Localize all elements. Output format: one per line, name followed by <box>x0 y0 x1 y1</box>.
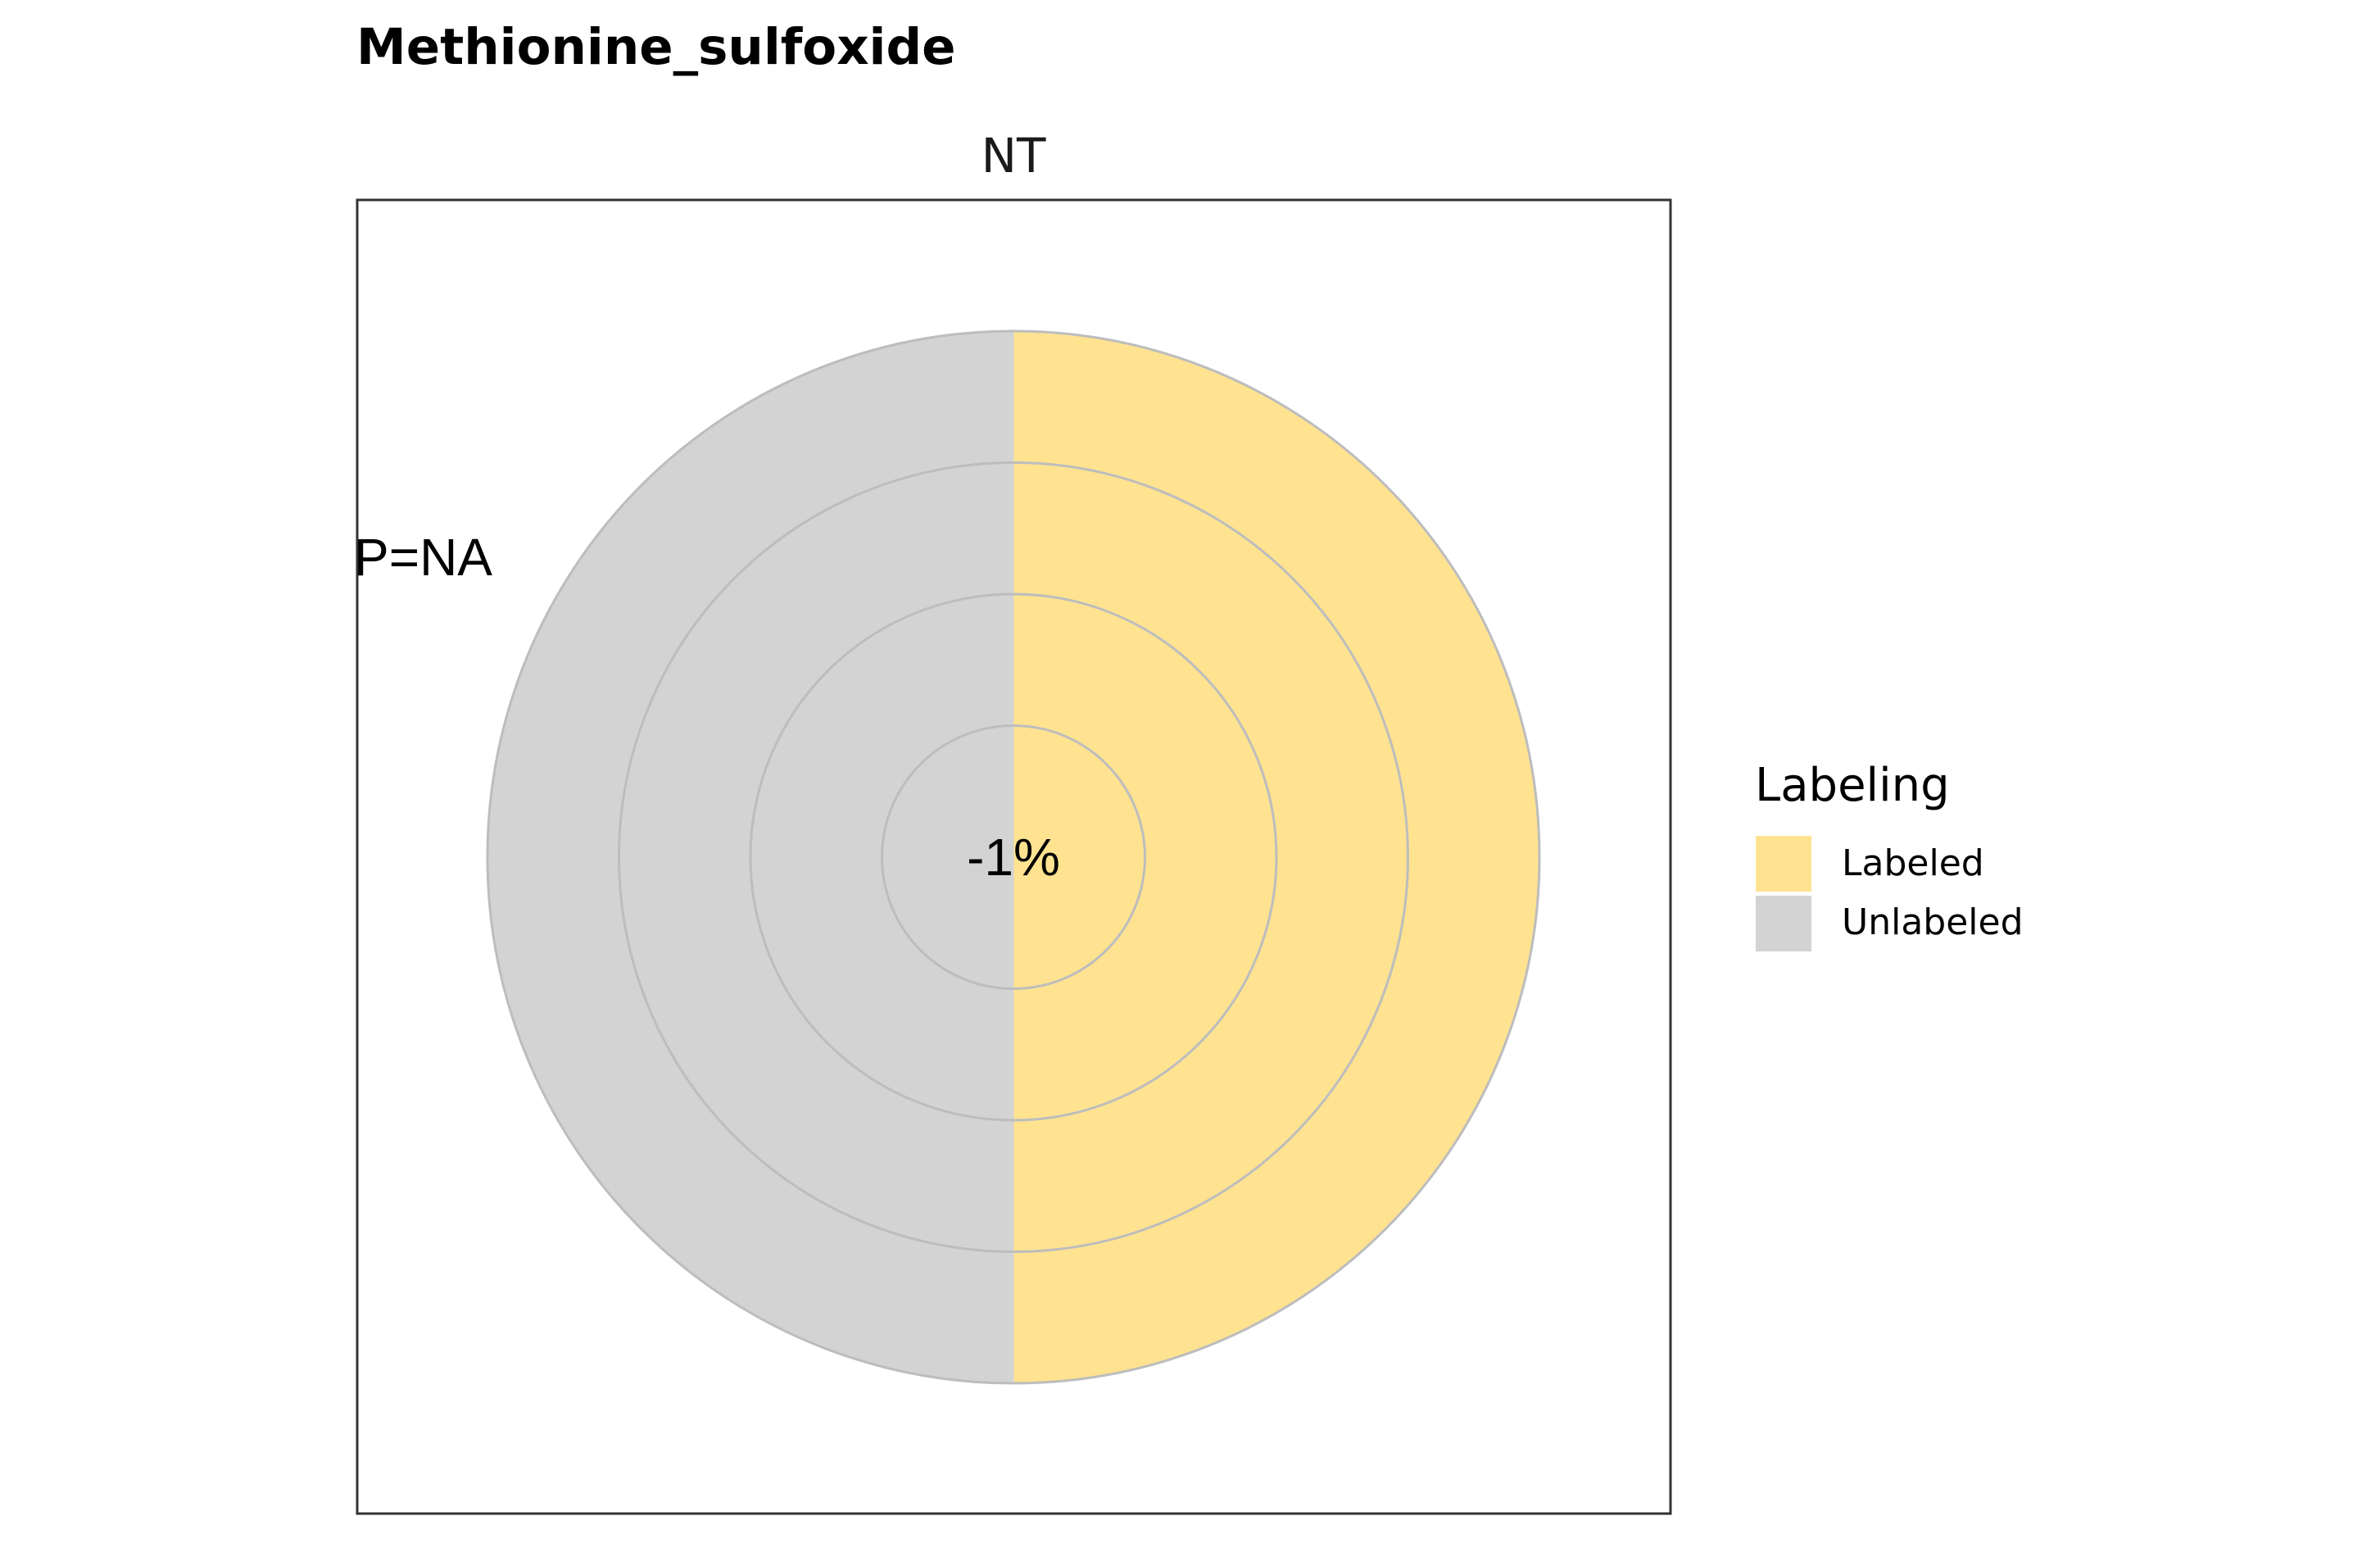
grid-ring-2 <box>749 592 1278 1122</box>
grid-ring-4 <box>486 329 1541 1385</box>
grid-ring-1 <box>881 724 1146 990</box>
legend: Labeling Labeled Unlabeled <box>1755 759 2024 951</box>
grid-ring-3 <box>618 461 1409 1253</box>
panel-border <box>356 198 1672 1515</box>
legend-title: Labeling <box>1755 759 1950 812</box>
legend-swatch-labeled <box>1756 836 1811 892</box>
p-value-annotation: P=NA <box>354 528 492 587</box>
legend-swatch-unlabeled <box>1756 896 1811 951</box>
legend-label-labeled: Labeled <box>1842 842 1984 884</box>
facet-label: NT <box>981 128 1046 184</box>
grid-rings <box>486 329 1541 1385</box>
center-percent-label: -1% <box>967 828 1060 887</box>
legend-label-unlabeled: Unlabeled <box>1842 901 2024 943</box>
chart-title: Methionine_sulfoxide <box>356 18 956 76</box>
